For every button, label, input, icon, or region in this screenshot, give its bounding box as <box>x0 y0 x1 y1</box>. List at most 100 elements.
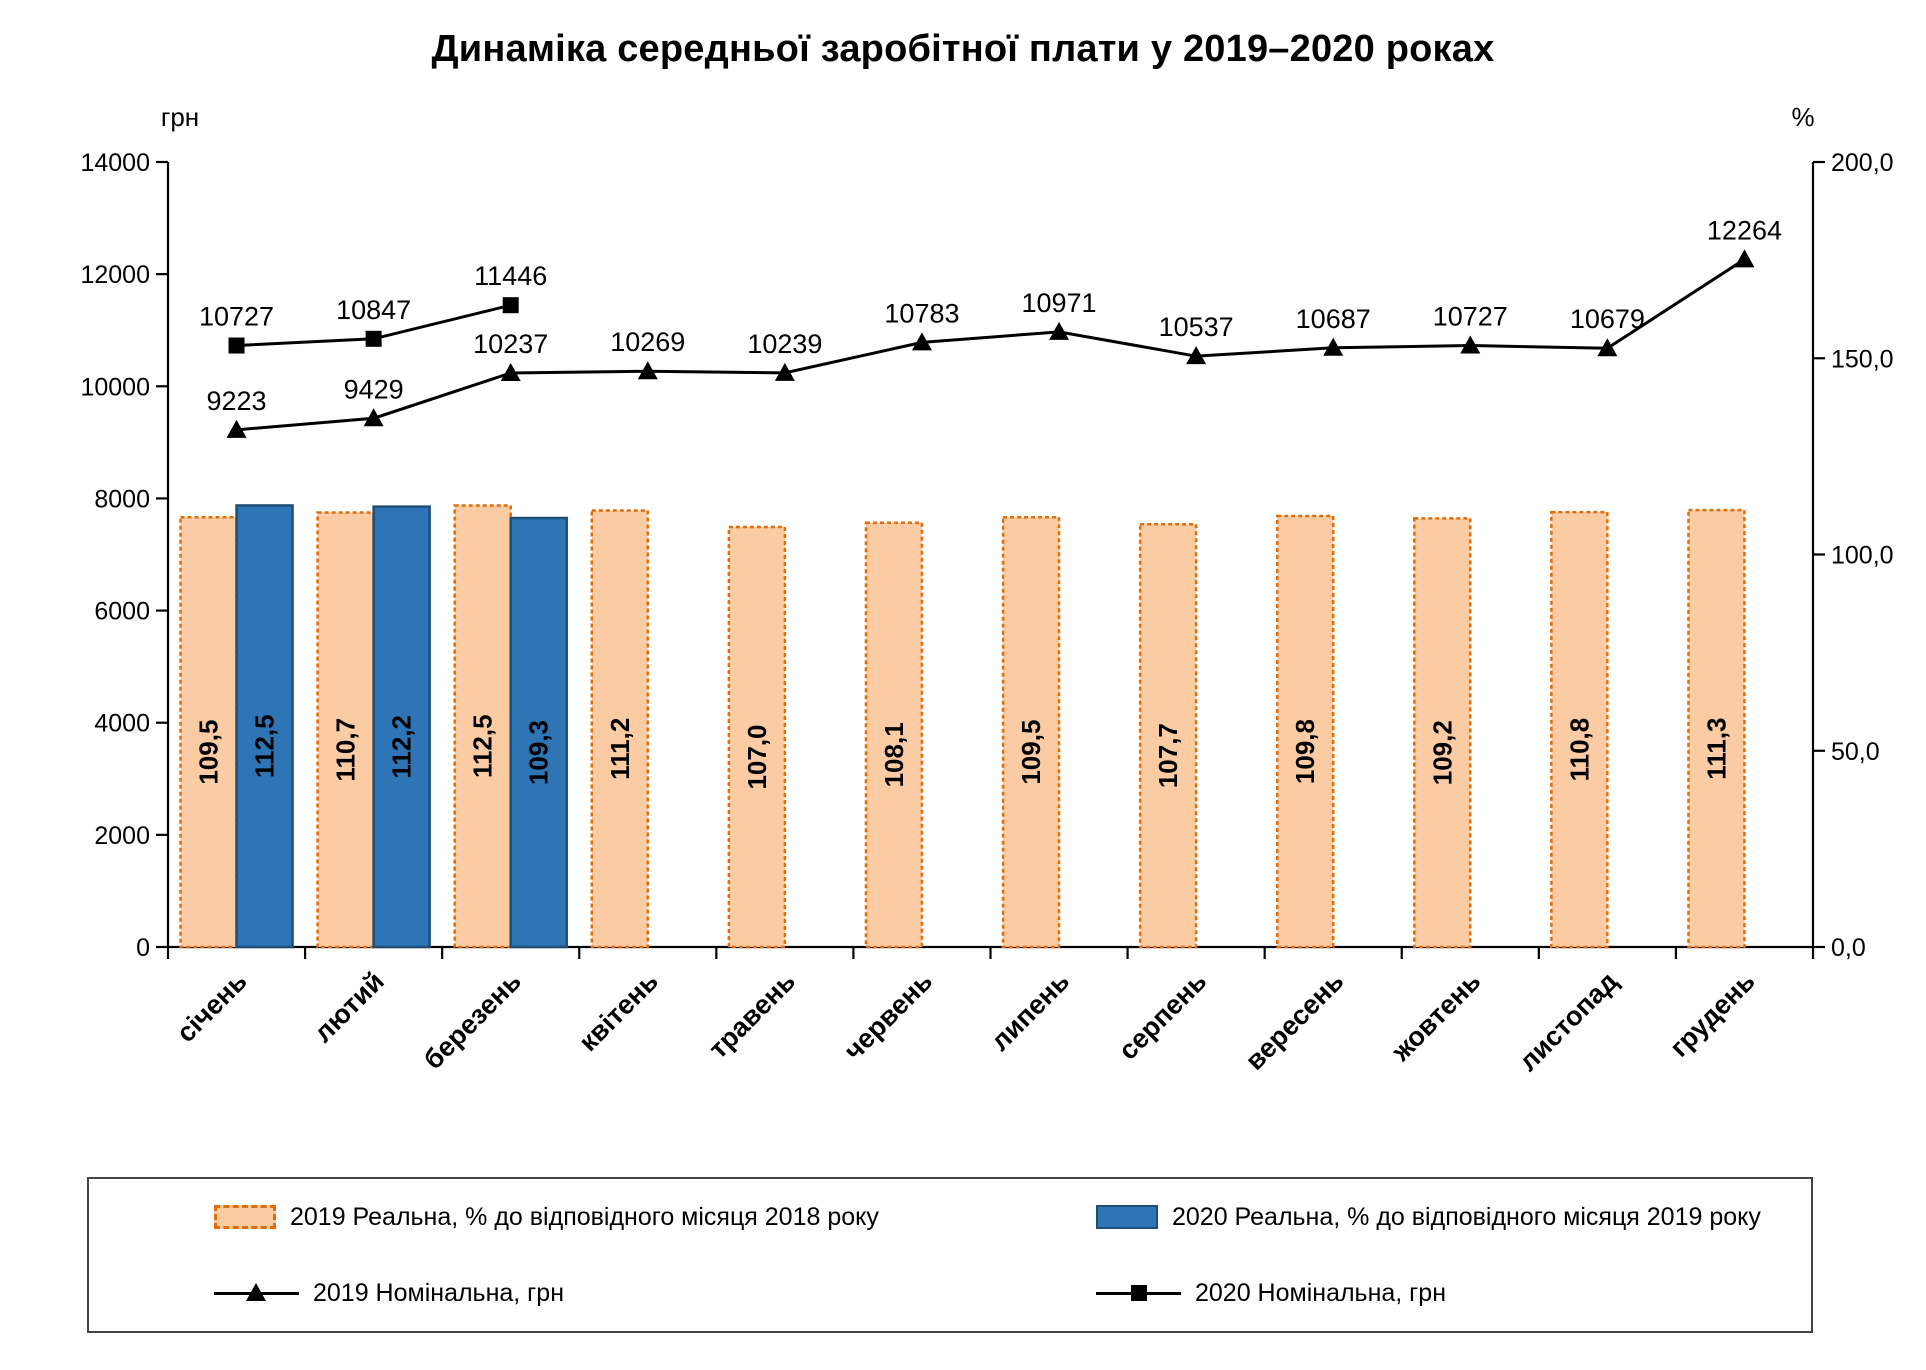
point-value-label: 9223 <box>207 386 267 416</box>
left-tick-label: 12000 <box>80 261 150 289</box>
square-marker-icon <box>502 297 519 314</box>
left-axis-title: грн <box>161 102 199 132</box>
legend-item-2019-real: 2019 Реальна, % до відповідного місяця 2… <box>89 1203 950 1232</box>
bar-2019-real <box>316 511 375 949</box>
bar-2019-real <box>1413 517 1472 949</box>
triangle-marker-icon <box>500 362 521 381</box>
triangle-marker-icon <box>226 419 247 438</box>
right-tick-label: 200,0 <box>1831 149 1894 177</box>
point-value-label: 12264 <box>1707 215 1782 245</box>
point-value-label: 10679 <box>1570 304 1645 334</box>
bar-2020-real <box>235 504 294 949</box>
bar-value-label: 111,2 <box>605 718 635 780</box>
point-value-label: 10971 <box>1021 288 1096 318</box>
category-label: лютий <box>308 966 390 1048</box>
left-tick-label: 0 <box>136 934 150 962</box>
category-label: серпень <box>1113 966 1213 1066</box>
category-label: жовтень <box>1385 966 1486 1067</box>
triangle-marker-icon <box>911 332 932 351</box>
triangle-marker-icon <box>774 362 795 381</box>
legend-swatch-2020-real-bar <box>1096 1205 1158 1229</box>
right-tick-label: 150,0 <box>1831 345 1894 373</box>
bar-2019-real <box>1138 523 1198 949</box>
triangle-marker-icon <box>637 361 658 380</box>
bar-2019-real <box>1550 510 1609 949</box>
triangle-marker-icon <box>363 408 384 427</box>
category-label: липень <box>985 966 1075 1056</box>
bar-2019-real <box>1275 514 1335 949</box>
left-tick-label: 14000 <box>80 149 150 177</box>
bar-value-label: 109,3 <box>524 720 554 785</box>
bar-value-label: 112,2 <box>387 715 417 779</box>
bar-value-label: 111,3 <box>1701 717 1731 779</box>
left-tick-label: 10000 <box>80 373 150 401</box>
line-2019-nominal <box>236 258 1746 432</box>
chart-title: Динаміка середньої заробітної плати у 20… <box>431 28 1495 70</box>
bar-2020-real <box>509 516 568 949</box>
left-tick-label: 8000 <box>94 485 150 513</box>
category-label: листопад <box>1513 966 1624 1077</box>
point-value-label: 10269 <box>610 327 685 357</box>
right-tick-label: 100,0 <box>1831 542 1894 570</box>
point-value-label: 10847 <box>336 295 411 325</box>
bar-value-label: 109,5 <box>194 720 224 785</box>
bar-2020-real <box>372 505 431 949</box>
left-tick-label: 4000 <box>94 710 150 738</box>
legend-swatch-2019-real-bar <box>214 1205 276 1229</box>
square-marker-icon <box>228 337 245 354</box>
legend-marker-2019-nominal <box>214 1282 299 1304</box>
bar-value-label: 109,8 <box>1290 719 1320 784</box>
point-value-label: 9429 <box>344 374 404 404</box>
category-label: вересень <box>1240 966 1350 1076</box>
bar-value-label: 110,7 <box>331 718 361 782</box>
bar-2019-real <box>1001 515 1061 949</box>
right-tick-label: 50,0 <box>1831 738 1880 766</box>
triangle-marker-icon <box>1323 337 1344 356</box>
bar-2019-real <box>179 515 238 949</box>
point-value-label: 10239 <box>747 329 822 359</box>
legend-item-2020-real: 2020 Реальна, % до відповідного місяця 2… <box>950 1203 1811 1232</box>
bar-value-label: 107,7 <box>1153 723 1183 788</box>
bar-2019-real <box>453 504 512 949</box>
chart-legend: 2019 Реальна, % до відповідного місяця 2… <box>87 1177 1813 1333</box>
right-axis-title: % <box>1791 102 1814 132</box>
legend-label-2019-real: 2019 Реальна, % до відповідного місяця 2… <box>290 1202 879 1231</box>
bar-value-label: 110,8 <box>1564 718 1594 782</box>
legend-marker-2020-nominal <box>1096 1282 1181 1304</box>
legend-label-2020-nominal: 2020 Номінальна, грн <box>1195 1278 1447 1307</box>
legend-item-2020-nominal: 2020 Номінальна, грн <box>950 1279 1811 1308</box>
category-label: травень <box>703 966 801 1064</box>
point-value-label: 10687 <box>1296 304 1371 334</box>
category-label: червень <box>838 966 938 1066</box>
triangle-marker-icon <box>246 1283 266 1301</box>
point-value-label: 10783 <box>884 298 959 328</box>
triangle-marker-icon <box>1460 335 1481 354</box>
left-tick-label: 2000 <box>94 822 150 850</box>
triangle-marker-icon <box>1734 249 1755 268</box>
combo-chart: 0 2000 4000 6000 8000 10000 12000 14000 0,0 50,0 1… <box>80 102 1894 1077</box>
triangle-marker-icon <box>1049 321 1070 340</box>
bar-value-label: 109,2 <box>1427 720 1457 785</box>
square-marker-icon <box>1131 1285 1147 1301</box>
bar-value-label: 107,0 <box>742 724 772 789</box>
legend-item-2019-nominal: 2019 Номінальна, грн <box>89 1279 950 1308</box>
category-label: березень <box>418 966 527 1075</box>
legend-label-2020-real: 2020 Реальна, % до відповідного місяця 2… <box>1172 1202 1761 1231</box>
bar-2019-real <box>864 521 924 949</box>
bar-value-label: 109,5 <box>1016 720 1046 785</box>
square-marker-icon <box>365 330 382 347</box>
point-value-label: 11446 <box>474 261 547 291</box>
point-value-label: 10537 <box>1159 312 1234 342</box>
point-value-label: 10727 <box>1433 302 1508 332</box>
bar-value-label: 112,5 <box>468 714 498 778</box>
category-label: грудень <box>1664 966 1761 1063</box>
bar-2019-real <box>590 509 650 949</box>
legend-label-2019-nominal: 2019 Номінальна, грн <box>313 1278 565 1307</box>
category-label: січень <box>171 966 253 1048</box>
right-tick-label: 0,0 <box>1831 934 1866 962</box>
bar-value-label: 108,1 <box>879 722 909 787</box>
triangle-marker-icon <box>1186 346 1207 365</box>
point-value-label: 10727 <box>199 302 274 332</box>
bar-value-label: 112,5 <box>250 714 280 778</box>
